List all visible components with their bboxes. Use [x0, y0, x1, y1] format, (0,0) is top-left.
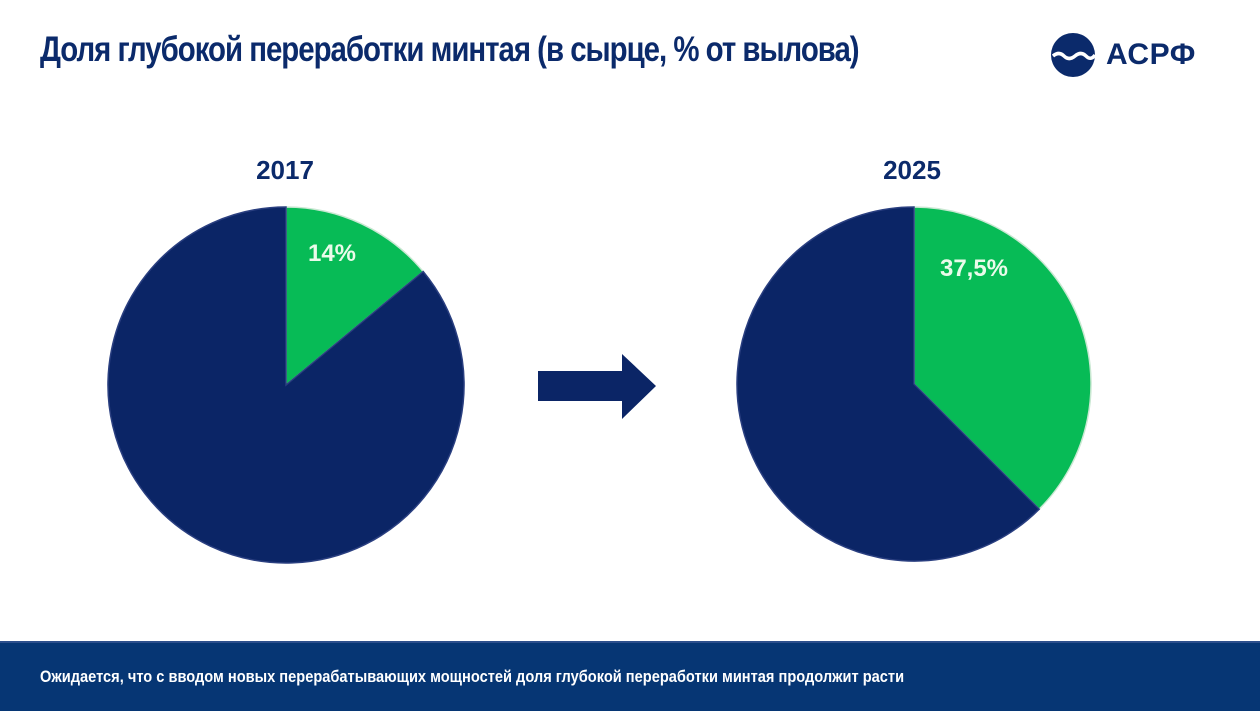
footer-text: Ожидается, что с вводом новых перерабаты…	[40, 667, 905, 686]
chart-2025-title: 2025	[883, 155, 941, 185]
pie-chart-2025	[736, 206, 1092, 562]
pie-2017-label: 14%	[307, 240, 357, 267]
pie-slice	[736, 206, 1041, 562]
pie-slice	[285, 206, 425, 387]
page-title: Доля глубокой переработки минтая (в сырц…	[40, 30, 860, 69]
footer-banner: Ожидается, что с вводом новых перерабаты…	[0, 641, 1260, 711]
pie-slice	[913, 206, 1092, 511]
chart-2017-title: 2017	[256, 155, 314, 185]
logo-text: АСРФ	[1106, 38, 1196, 71]
pie-slice	[107, 206, 465, 564]
wave-circle-icon	[1051, 33, 1096, 77]
pie-chart-2017	[107, 206, 465, 564]
pie-2025-label: 37,5%	[939, 255, 1009, 282]
logo: АСРФ	[1050, 32, 1196, 78]
arrow-right-icon	[538, 354, 656, 419]
